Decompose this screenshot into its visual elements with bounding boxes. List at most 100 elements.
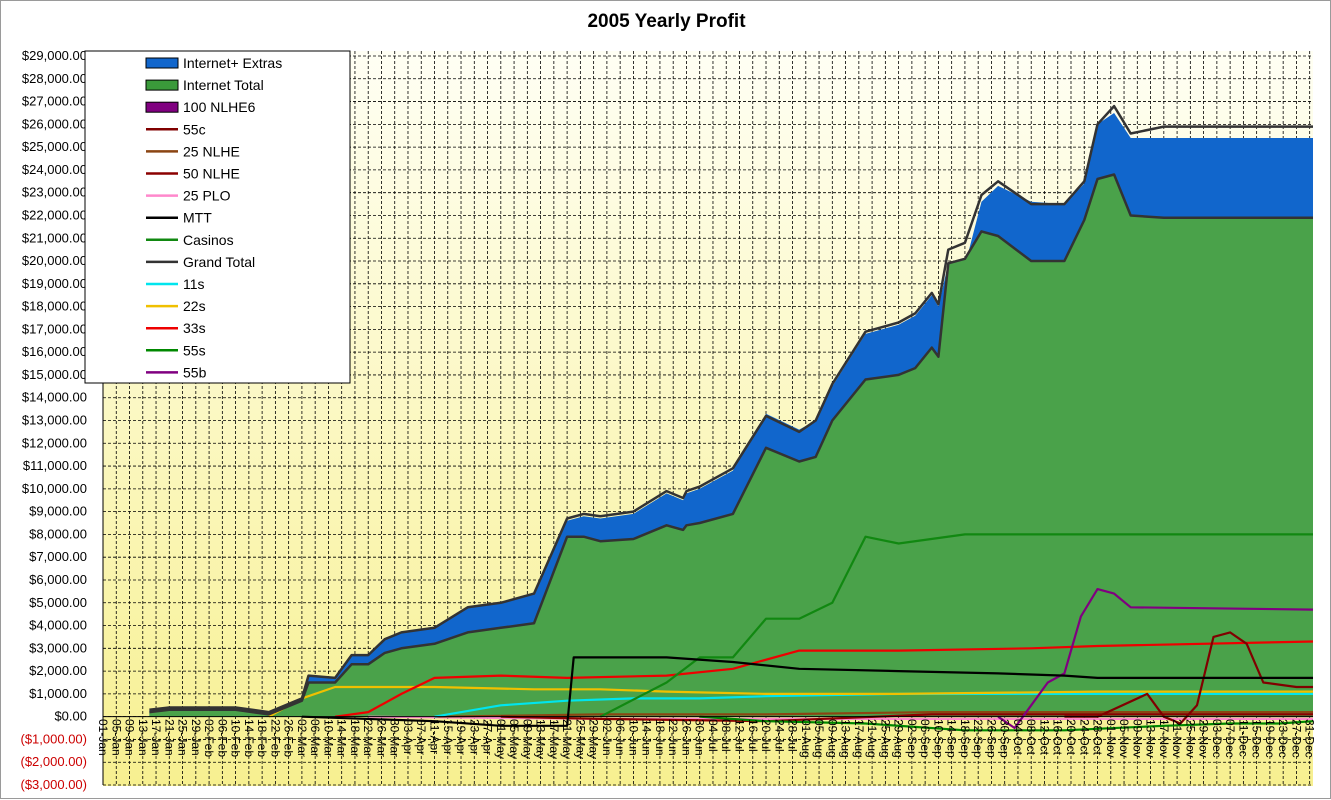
series-line-55c — [1064, 631, 1313, 725]
area-layer — [149, 113, 1313, 717]
x-tick-label: 22-Jun — [666, 719, 680, 756]
y-tick-label: $9,000.00 — [29, 504, 87, 519]
y-tick-label: $29,000.00 — [22, 48, 87, 63]
x-tick-label: 09-Aug — [825, 719, 839, 758]
y-tick-label: $23,000.00 — [22, 185, 87, 200]
legend-label: 100 NLHE6 — [183, 99, 256, 115]
x-tick-label: 31-Dec — [1303, 719, 1317, 758]
x-tick-label: 18-Feb — [255, 719, 269, 757]
series-line-33s — [334, 640, 1314, 718]
x-tick-label: 10-Sep — [931, 719, 945, 758]
x-tick-label: 25-Jan — [176, 719, 190, 756]
x-tick-label: 24-Oct — [1077, 719, 1091, 756]
x-tick-label: 18-Mar — [348, 719, 362, 757]
x-tick-label: 09-Jan — [123, 719, 137, 756]
x-tick-label: 15-Apr — [441, 719, 455, 755]
x-tick-label: 03-Dec — [1210, 719, 1224, 758]
legend-label: Internet+ Extras — [183, 55, 282, 71]
x-tick-label: 18-Sep — [958, 719, 972, 758]
area-internet-total — [149, 174, 1313, 717]
legend-label: 50 NLHE — [183, 166, 240, 182]
y-tick-label: $4,000.00 — [29, 618, 87, 633]
y-tick-label: $22,000.00 — [22, 207, 87, 222]
x-tick-label: 02-Sep — [905, 719, 919, 758]
x-tick-label: 05-Jan — [109, 719, 123, 756]
x-tick-label: 16-Jul — [746, 719, 760, 752]
x-tick-label: 25-Aug — [878, 719, 892, 758]
x-tick-label: 22-Mar — [361, 719, 375, 757]
y-tick-label: $18,000.00 — [22, 299, 87, 314]
legend-swatch — [145, 57, 179, 69]
x-tick-label: 04-Jul — [706, 719, 720, 752]
x-tick-label: 08-Jul — [719, 719, 733, 752]
series-line-grand-total — [149, 104, 1313, 714]
x-tick-label: 17-Jan — [149, 719, 163, 756]
y-tick-label: ($3,000.00) — [21, 777, 88, 792]
x-tick-label: 11-Dec — [1236, 719, 1250, 757]
y-tick-label: $0.00 — [54, 709, 87, 724]
y-tick-label: $11,000.00 — [23, 458, 87, 473]
x-tick-label: 29-Jan — [189, 719, 203, 756]
x-tick-label: 09-May — [520, 719, 534, 759]
x-tick-label: 13-Aug — [839, 719, 853, 758]
legend-label: 55s — [183, 342, 206, 358]
x-tick-label: 06-Sep — [918, 719, 932, 758]
x-tick-label: 18-Jun — [653, 719, 667, 756]
y-tick-label: $8,000.00 — [29, 526, 87, 541]
x-tick-label: 24-Jul — [772, 719, 786, 752]
y-tick-label: $12,000.00 — [22, 435, 87, 450]
x-tick-label: 12-Oct — [1037, 719, 1051, 756]
series-line-internet-total — [149, 173, 1313, 716]
x-tick-label: 14-Feb — [242, 719, 256, 757]
x-tick-label: 13-Jan — [136, 719, 150, 756]
x-tick-label: 10-Jun — [626, 719, 640, 756]
series-line-55s — [699, 715, 1314, 732]
x-tick-label: 01-Nov — [1104, 719, 1118, 758]
x-tick-label: 21-May — [560, 719, 574, 759]
x-tick-label: 14-Mar — [335, 719, 349, 757]
x-tick-label: 26-Sep — [984, 719, 998, 758]
x-tick-label: 13-May — [534, 719, 548, 759]
x-tick-label: 05-Nov — [1117, 719, 1131, 758]
series-line-50-nlhe — [500, 713, 1313, 723]
y-tick-label: $13,000.00 — [22, 413, 87, 428]
x-tick-label: 11-Apr — [428, 719, 442, 754]
y-tick-label: $3,000.00 — [29, 640, 87, 655]
x-tick-label: 27-Apr — [481, 719, 495, 755]
legend-box — [84, 50, 351, 384]
x-tick-label: 06-Feb — [215, 719, 229, 757]
x-tick-label: 15-Dec — [1250, 719, 1264, 758]
x-tick-label: 22-Sep — [971, 719, 985, 758]
x-tick-label: 05-May — [507, 719, 521, 759]
legend-swatch — [145, 101, 179, 113]
y-tick-label: $24,000.00 — [22, 162, 87, 177]
x-tick-label: 29-May — [587, 719, 601, 759]
legend-label: Grand Total — [183, 254, 255, 270]
x-tick-label: 10-Feb — [229, 719, 243, 757]
x-tick-label: 01-May — [494, 719, 508, 759]
y-tick-label: $7,000.00 — [29, 549, 87, 564]
y-tick-label: $16,000.00 — [22, 344, 87, 359]
legend-label: 55c — [183, 121, 206, 137]
y-tick-label: $28,000.00 — [22, 71, 87, 86]
y-tick-label: $10,000.00 — [22, 481, 87, 496]
legend-label: Internet Total — [183, 77, 264, 93]
x-tick-label: 29-Aug — [892, 719, 906, 758]
x-tick-label: 07-Dec — [1223, 719, 1237, 758]
y-tick-label: $6,000.00 — [29, 572, 87, 587]
legend: Internet+ Extras Internet Total 100 NLHE6 5… — [84, 50, 351, 384]
x-tick-label: 10-Mar — [321, 719, 335, 757]
axis-layer: $29,000.00 $28,000.00 $27,000.00 $26,000.00… — [21, 48, 1317, 792]
x-tick-label: 17-Nov — [1157, 719, 1171, 758]
legend-label: 11s — [183, 276, 205, 292]
x-tick-label: 21-Jan — [162, 719, 176, 756]
legend-label: 25 PLO — [183, 188, 231, 204]
y-tick-label: $25,000.00 — [22, 139, 87, 154]
x-tick-label: 21-Aug — [865, 719, 879, 758]
y-tick-label: $19,000.00 — [22, 276, 87, 291]
legend-label: 55b — [183, 364, 207, 380]
x-tick-label: 25-Nov — [1183, 719, 1197, 758]
x-tick-label: 25-May — [573, 719, 587, 759]
y-tick-label: $15,000.00 — [22, 367, 87, 382]
